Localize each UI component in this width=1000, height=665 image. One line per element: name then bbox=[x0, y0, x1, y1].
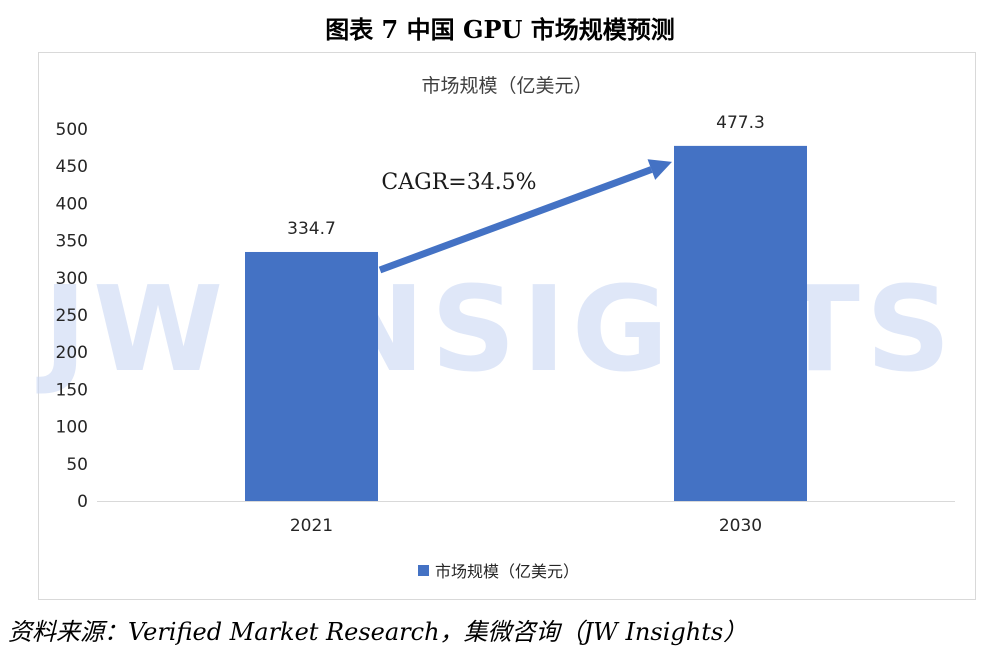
cagr-arrow-head bbox=[647, 159, 672, 180]
y-tick-label: 500 bbox=[56, 120, 88, 140]
y-tick-label: 250 bbox=[56, 306, 88, 326]
data-label: 477.3 bbox=[716, 113, 765, 133]
y-tick-label: 400 bbox=[56, 194, 88, 214]
legend: 市场规模（亿美元） bbox=[418, 562, 579, 581]
y-tick-label: 300 bbox=[56, 269, 88, 289]
x-tick-label: 2030 bbox=[719, 516, 762, 536]
y-tick-label: 100 bbox=[56, 418, 88, 438]
chart-title: 市场规模（亿美元） bbox=[421, 75, 592, 97]
source-note: 资料来源：Verified Market Research，集微咨询（JW In… bbox=[8, 618, 748, 646]
cagr-arrow-line bbox=[378, 166, 653, 274]
watermark: JW INSIGHTS bbox=[36, 260, 957, 398]
y-tick-label: 150 bbox=[56, 380, 88, 400]
watermark-text: JW INSIGHTS bbox=[36, 260, 957, 398]
data-label: 334.7 bbox=[287, 219, 336, 239]
y-tick-label: 350 bbox=[56, 232, 88, 252]
bar-2030 bbox=[674, 145, 807, 501]
data-labels: 334.7 2021 477.3 2030 bbox=[287, 113, 765, 536]
legend-label: 市场规模（亿美元） bbox=[435, 562, 579, 581]
chart-frame bbox=[38, 52, 976, 600]
y-tick-label: 0 bbox=[77, 492, 88, 512]
cagr-annotation: CAGR=34.5% bbox=[378, 159, 672, 274]
figure-title: 图表 7 中国 GPU 市场规模预测 bbox=[325, 15, 675, 44]
y-tick-label: 450 bbox=[56, 157, 88, 177]
y-tick-label: 50 bbox=[66, 455, 88, 475]
x-tick-label: 2021 bbox=[290, 516, 333, 536]
y-tick-label: 200 bbox=[56, 343, 88, 363]
y-axis: 0 50 100 150 200 250 300 350 400 450 500 bbox=[56, 120, 955, 512]
bar-2021 bbox=[245, 251, 378, 501]
bars bbox=[245, 145, 807, 501]
cagr-label: CAGR=34.5% bbox=[381, 170, 536, 195]
legend-swatch bbox=[418, 565, 429, 576]
